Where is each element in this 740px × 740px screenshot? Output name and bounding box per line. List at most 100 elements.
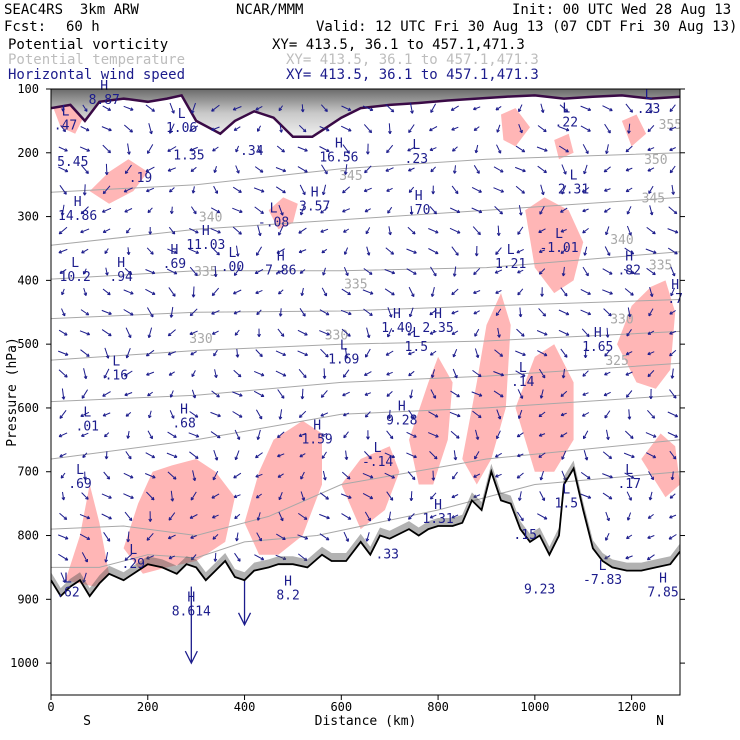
theta-contour-label: 335 <box>344 278 367 293</box>
wind-vector <box>561 185 567 195</box>
wind-vector <box>646 452 657 459</box>
wind-vector <box>626 206 632 215</box>
wind-vector <box>451 246 459 256</box>
wind-vector <box>363 371 372 376</box>
wind-vector <box>493 390 504 398</box>
extremum-type: L <box>112 355 120 370</box>
wind-vector <box>79 146 90 152</box>
wind-vector <box>407 146 416 152</box>
wind-vector <box>298 432 307 437</box>
extremum-marker: H11.03 <box>186 224 225 253</box>
wind-vector <box>232 186 242 193</box>
wind-vector <box>297 329 308 336</box>
wind-vector <box>406 452 417 459</box>
wind-vector <box>253 390 265 397</box>
wind-vector <box>211 246 220 256</box>
wind-vector <box>59 512 68 520</box>
wind-vector <box>363 268 373 275</box>
wind-vector <box>278 308 283 317</box>
wind-vector <box>406 268 417 275</box>
wind-vector <box>298 249 307 254</box>
wind-vector <box>669 165 676 174</box>
wind-vector <box>82 572 87 583</box>
wind-vector <box>104 552 109 563</box>
extremum-value: .16 <box>105 369 128 384</box>
wind-vector <box>495 473 502 478</box>
wind-vector <box>538 433 546 437</box>
wind-vector <box>124 553 133 561</box>
wind-vector <box>517 226 524 235</box>
extremum-marker: 1.35 <box>173 149 204 164</box>
wind-vector <box>83 471 87 480</box>
wind-vector <box>667 228 679 234</box>
model-title: SEAC4RS 3km ARW <box>4 2 139 18</box>
wind-vector <box>342 208 350 213</box>
wind-vector <box>148 123 153 135</box>
wind-vector <box>254 166 264 173</box>
wind-vector <box>257 225 262 237</box>
theta-contour-label: 345 <box>339 169 362 184</box>
wind-vector <box>428 248 439 255</box>
wind-vector <box>625 145 633 153</box>
wind-vector <box>123 493 134 499</box>
wind-vector <box>59 268 67 274</box>
wind-vector <box>101 126 112 132</box>
theta-contour <box>51 362 680 403</box>
extremum-type: L <box>178 107 186 122</box>
wind-vector <box>429 350 437 356</box>
wind-vector <box>540 103 545 113</box>
wind-vector <box>604 555 611 560</box>
wind-vector <box>539 205 545 215</box>
wind-vector <box>363 187 372 193</box>
wind-vector <box>627 123 631 134</box>
wind-vector <box>104 432 110 438</box>
wind-vector <box>451 288 459 296</box>
wind-vector <box>322 368 327 379</box>
wind-vector <box>645 248 657 254</box>
wind-vector <box>669 389 677 399</box>
extremum-value: 7.85 <box>647 586 678 601</box>
wind-vector <box>81 492 89 500</box>
wind-vector <box>493 166 504 173</box>
left-end-label: S <box>83 714 91 729</box>
wind-vector <box>384 288 395 296</box>
wind-vector <box>167 146 177 152</box>
wind-vector <box>625 371 633 376</box>
extremum-value: .23 <box>405 152 428 167</box>
wind-vector <box>82 104 88 112</box>
wind-vector <box>102 412 111 417</box>
wind-vector <box>648 491 653 501</box>
wind-vector <box>232 391 243 397</box>
wind-vector <box>298 512 308 520</box>
wind-vector <box>451 494 459 499</box>
wind-vector <box>625 167 633 172</box>
wind-vector <box>126 227 131 234</box>
extremum-type: H <box>625 249 633 264</box>
wind-vector <box>430 369 435 378</box>
wind-vector <box>212 534 219 540</box>
wind-vector <box>169 206 174 214</box>
wind-vector <box>211 493 220 499</box>
wind-vector <box>167 534 176 540</box>
wind-vector <box>364 392 371 396</box>
wind-vector <box>340 309 352 316</box>
y-tick-label: 700 <box>17 465 39 479</box>
wind-vector <box>670 287 675 297</box>
wind-vector <box>342 186 351 194</box>
wind-vector <box>582 392 589 396</box>
wind-vector <box>561 368 566 379</box>
wind-vector <box>167 167 176 172</box>
extremum-marker: H.82 <box>617 249 640 278</box>
wind-vector <box>387 409 392 419</box>
wind-vector <box>493 371 505 377</box>
wind-vector <box>189 308 198 317</box>
extremum-type: H <box>277 249 285 264</box>
wind-vector <box>583 164 588 175</box>
wind-vector <box>536 146 548 152</box>
wind-vector <box>58 146 68 152</box>
wind-vector <box>145 349 155 357</box>
wind-vector <box>583 348 588 359</box>
wind-vector <box>277 269 285 274</box>
wind-vector <box>80 126 90 132</box>
wind-vector <box>582 266 589 277</box>
